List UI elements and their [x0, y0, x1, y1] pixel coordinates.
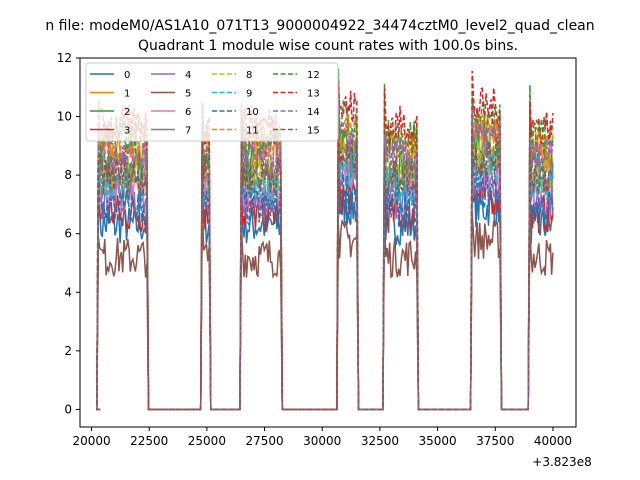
series-line-10 [96, 153, 554, 411]
series-line-3 [96, 157, 554, 411]
legend-label: 12 [307, 70, 320, 81]
legend-label: 10 [246, 107, 259, 118]
legend-label: 1 [124, 89, 130, 100]
legend-label: 7 [185, 126, 191, 137]
legend-label: 13 [307, 89, 320, 100]
plot-frame [79, 57, 577, 428]
legend-label: 15 [307, 126, 320, 137]
x-axis-offset-label: +3.823e8 [532, 455, 591, 469]
x-tick-label: 35000 [418, 434, 456, 448]
legend-label: 11 [246, 126, 259, 137]
y-tick-label: 8 [64, 168, 72, 182]
y-tick-label: 6 [64, 227, 72, 241]
legend-label: 3 [124, 126, 130, 137]
y-tick-label: 12 [57, 51, 72, 65]
legend-label: 2 [124, 107, 130, 118]
y-tick-label: 4 [64, 285, 72, 299]
x-tick-label: 20000 [72, 434, 110, 448]
legend-label: 8 [246, 70, 252, 81]
legend-label: 6 [185, 107, 191, 118]
y-tick-label: 2 [64, 344, 72, 358]
legend-label: 4 [185, 70, 191, 81]
x-tick-label: 30000 [303, 434, 341, 448]
x-tick-label: 25000 [188, 434, 226, 448]
legend-label: 14 [307, 107, 320, 118]
legend-label: 0 [124, 70, 130, 81]
y-axis: 0 2 4 6 8 10 12 [57, 51, 80, 416]
series-line-6 [96, 134, 554, 411]
series-line-15 [96, 111, 554, 411]
x-axis: 20000 22500 25000 27500 30000 32500 35000 37500… [72, 427, 572, 448]
x-tick-label: 37500 [476, 434, 514, 448]
x-tick-label: 32500 [361, 434, 399, 448]
legend-label: 5 [185, 89, 191, 100]
series-line-5 [96, 203, 554, 411]
y-tick-label: 10 [57, 110, 72, 124]
y-tick-label: 0 [64, 402, 72, 416]
figure-suptitle: n file: modeM0/AS1A10_071T13_9000004922_… [45, 18, 594, 34]
legend-label: 9 [246, 89, 252, 100]
x-tick-label: 40000 [534, 434, 572, 448]
legend-frame [85, 62, 339, 142]
x-tick-label: 27500 [245, 434, 283, 448]
chart-title: Quadrant 1 module wise count rates with … [138, 38, 518, 54]
x-tick-label: 22500 [130, 434, 168, 448]
series-line-14 [96, 99, 554, 411]
